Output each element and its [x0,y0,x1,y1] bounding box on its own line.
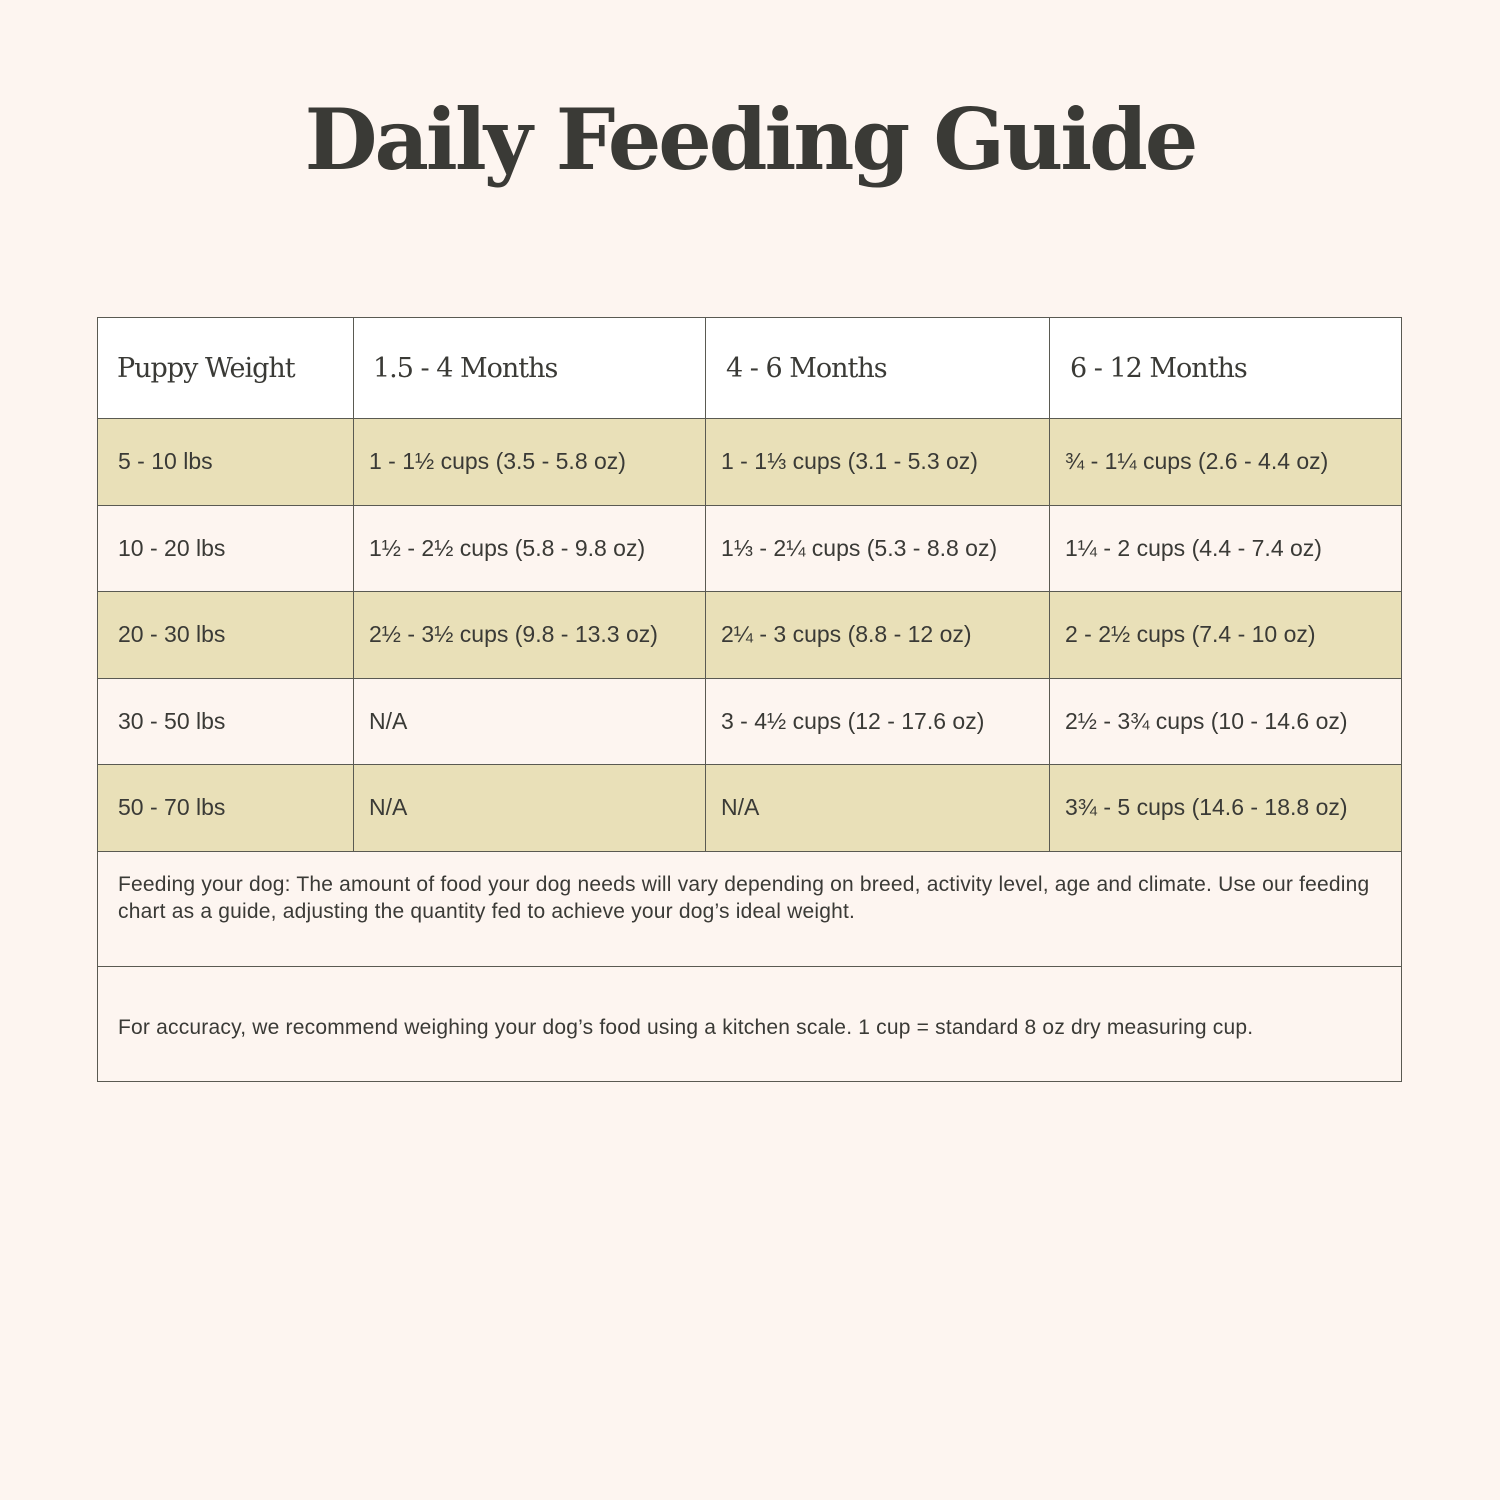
table-row: 50 - 70 lbs N/A N/A 3¾ - 5 cups (14.6 - … [97,764,1402,852]
feeding-note-row: Feeding your dog: The amount of food you… [97,850,1402,967]
weight-cell: 20 - 30 lbs [97,591,354,679]
amount-cell: 1 - 1⅓ cups (3.1 - 5.3 oz) [705,418,1050,506]
amount-cell: 3 - 4½ cups (12 - 17.6 oz) [705,677,1050,765]
amount-cell: N/A [353,764,706,852]
header-puppy-weight: Puppy Weight [97,317,354,419]
weight-cell: 50 - 70 lbs [97,764,354,852]
weight-cell: 10 - 20 lbs [97,504,354,592]
feeding-note: Feeding your dog: The amount of food you… [97,850,1402,967]
table-row: 30 - 50 lbs N/A 3 - 4½ cups (12 - 17.6 o… [97,677,1402,765]
accuracy-note-row: For accuracy, we recommend weighing your… [97,965,1402,1082]
amount-cell: 2½ - 3¾ cups (10 - 14.6 oz) [1049,677,1402,765]
amount-cell: 1 - 1½ cups (3.5 - 5.8 oz) [353,418,706,506]
amount-cell: ¾ - 1¼ cups (2.6 - 4.4 oz) [1049,418,1402,506]
amount-cell: N/A [705,764,1050,852]
table-row: 10 - 20 lbs 1½ - 2½ cups (5.8 - 9.8 oz) … [97,504,1402,592]
amount-cell: 2 - 2½ cups (7.4 - 10 oz) [1049,591,1402,679]
header-1-5-4-months: 1.5 - 4 Months [353,317,706,419]
header-4-6-months: 4 - 6 Months [705,317,1050,419]
table-header-row: Puppy Weight 1.5 - 4 Months 4 - 6 Months… [97,317,1402,419]
amount-cell: N/A [353,677,706,765]
amount-cell: 2¼ - 3 cups (8.8 - 12 oz) [705,591,1050,679]
weight-cell: 30 - 50 lbs [97,677,354,765]
amount-cell: 3¾ - 5 cups (14.6 - 18.8 oz) [1049,764,1402,852]
weight-cell: 5 - 10 lbs [97,418,354,506]
amount-cell: 1⅓ - 2¼ cups (5.3 - 8.8 oz) [705,504,1050,592]
amount-cell: 1¼ - 2 cups (4.4 - 7.4 oz) [1049,504,1402,592]
table-row: 5 - 10 lbs 1 - 1½ cups (3.5 - 5.8 oz) 1 … [97,418,1402,506]
feeding-guide-table: Puppy Weight 1.5 - 4 Months 4 - 6 Months… [97,317,1402,1082]
accuracy-note: For accuracy, we recommend weighing your… [97,965,1402,1082]
amount-cell: 2½ - 3½ cups (9.8 - 13.3 oz) [353,591,706,679]
page-title: Daily Feeding Guide [304,90,1199,189]
header-6-12-months: 6 - 12 Months [1049,317,1402,419]
amount-cell: 1½ - 2½ cups (5.8 - 9.8 oz) [353,504,706,592]
table-row: 20 - 30 lbs 2½ - 3½ cups (9.8 - 13.3 oz)… [97,591,1402,679]
